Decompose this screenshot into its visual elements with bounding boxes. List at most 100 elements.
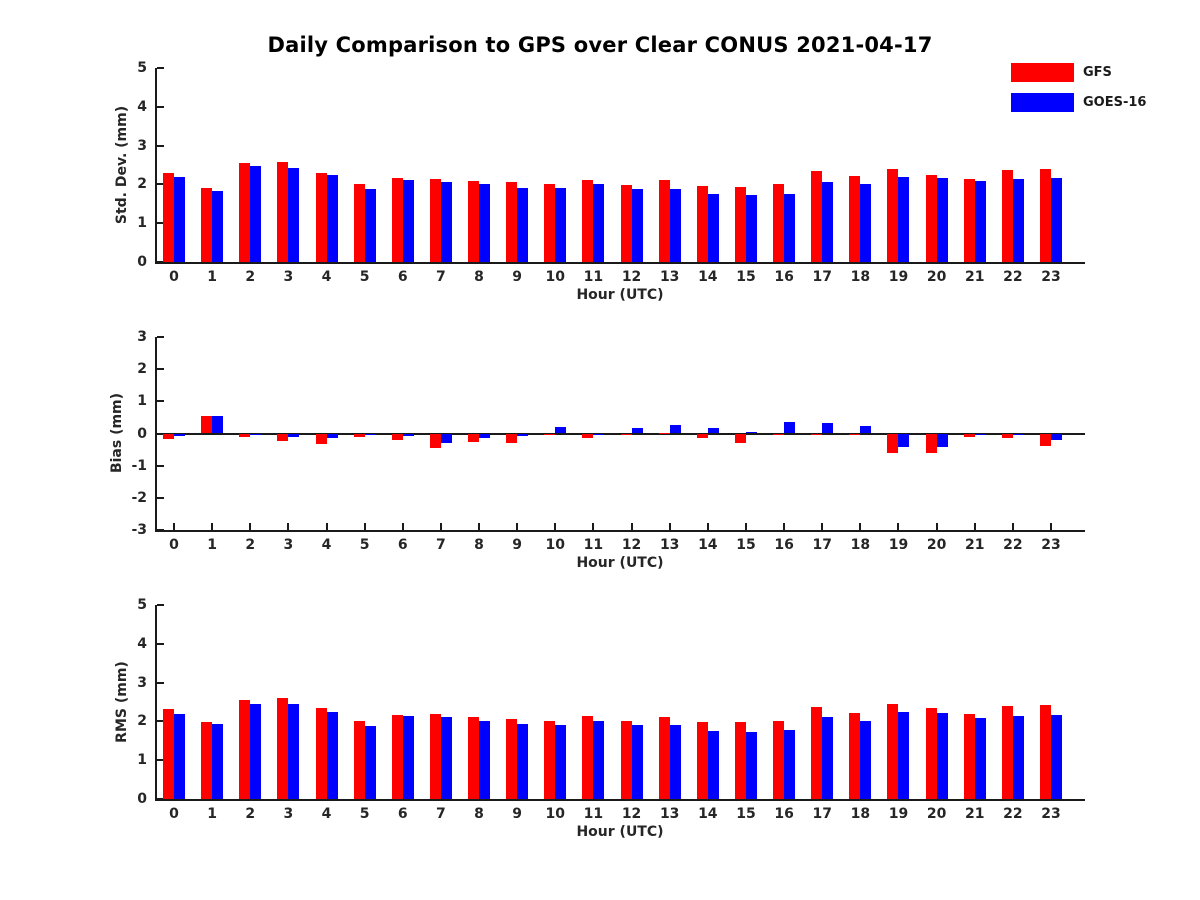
legend-swatch-goes16 [1011,93,1074,112]
bar-gfs-hour-22 [1001,169,1013,262]
bar-gfs-hour-6 [391,714,403,799]
bar-goes-16-hour-18 [860,426,872,434]
bar-gfs-hour-22 [1001,433,1013,439]
bar-gfs-hour-13 [658,432,670,434]
x-tick-label: 23 [1041,269,1061,285]
x-tick-label: 13 [659,269,680,285]
bar-goes-16-hour-6 [402,179,414,262]
bar-gfs-hour-15 [734,433,746,444]
x-tick [783,523,786,530]
bar-gfs-hour-20 [925,174,937,262]
y-tick [157,400,164,403]
bar-goes-16-hour-0 [174,713,185,799]
y-tick-label: 4 [137,98,147,115]
bar-goes-16-hour-21 [974,718,986,799]
y-axis-label-rms: RMS (mm) [114,661,130,743]
bar-gfs-hour-3 [277,161,289,262]
x-tick-label: 2 [245,806,256,822]
x-tick-label: 8 [474,806,484,822]
x-tick-label: 22 [1003,269,1023,285]
x-axis-spine [155,799,1085,801]
x-tick-label: 2 [245,537,256,553]
bar-goes-16-hour-7 [440,433,452,443]
bar-gfs-hour-23 [1040,433,1051,446]
bar-goes-16-hour-21 [974,180,986,262]
bar-goes-16-hour-13 [669,424,681,434]
bar-gfs-hour-20 [925,433,937,453]
bar-gfs-hour-4 [315,172,327,262]
y-tick-label: 3 [137,329,147,345]
y-tick [157,222,164,225]
x-tick-label: 7 [436,269,446,285]
y-tick [157,759,164,762]
bar-gfs-hour-2 [239,163,251,262]
bar-gfs-hour-17 [811,706,823,799]
bar-goes-16-hour-10 [555,188,567,262]
bar-goes-16-hour-15 [745,732,757,799]
bar-goes-16-hour-18 [860,184,872,262]
y-tick [157,261,164,263]
bar-goes-16-hour-1 [212,190,224,262]
bar-gfs-hour-18 [849,433,861,436]
bar-goes-16-hour-23 [1051,433,1062,440]
bar-gfs-hour-1 [201,415,213,434]
bar-goes-16-hour-2 [250,703,262,799]
bar-goes-16-hour-10 [555,725,567,799]
legend-label-goes16: GOES-16 [1083,95,1147,110]
x-tick [401,523,404,530]
bar-gfs-hour-15 [734,722,746,799]
bar-goes-16-hour-1 [212,724,224,799]
y-tick [157,720,164,723]
bar-gfs-hour-2 [239,700,251,799]
x-tick-label: 4 [321,537,332,553]
x-tick-label: 18 [850,806,871,822]
bar-goes-16-hour-3 [288,704,300,799]
x-tick [859,523,862,530]
y-tick-label: 2 [137,361,147,378]
bar-gfs-hour-21 [963,433,975,437]
bar-gfs-hour-10 [544,433,556,435]
x-tick [668,523,671,530]
x-tick [706,523,709,530]
x-tick-label: 14 [698,806,718,822]
bar-gfs-hour-5 [353,721,365,799]
bar-gfs-hour-0 [163,708,174,799]
x-tick-label: 19 [888,806,909,822]
y-tick-label: 1 [137,393,147,410]
x-tick-label: 17 [812,537,832,553]
bar-gfs-hour-8 [468,180,480,262]
x-tick-label: 7 [436,806,446,822]
x-tick-label: 1 [207,269,217,285]
x-tick-label: 0 [169,537,179,553]
y-tick-label: 4 [137,635,147,652]
bar-gfs-hour-16 [773,433,785,435]
bar-gfs-hour-7 [429,178,441,262]
x-tick-label: 16 [774,806,794,822]
y-tick-label: 5 [137,60,147,76]
bar-gfs-hour-21 [963,178,975,262]
bar-gfs-hour-9 [506,182,518,262]
bar-gfs-hour-8 [468,433,480,442]
x-tick [935,523,938,530]
x-tick-label: 8 [474,269,484,285]
x-tick-label: 17 [812,806,832,822]
x-tick [897,523,900,530]
y-tick [157,144,164,147]
x-tick-label: 15 [736,537,756,553]
x-tick-label: 1 [207,537,217,553]
x-tick-label: 10 [545,269,566,285]
bar-goes-16-hour-19 [898,433,910,447]
bar-goes-16-hour-2 [250,433,262,435]
bar-goes-16-hour-10 [555,427,567,434]
y-tick-label: 0 [137,791,147,807]
bar-goes-16-hour-6 [402,716,414,799]
bar-goes-16-hour-13 [669,188,681,262]
bar-gfs-hour-0 [163,172,174,262]
bar-goes-16-hour-0 [174,176,185,262]
bar-goes-16-hour-4 [326,433,338,438]
bar-gfs-hour-12 [620,433,632,435]
bar-goes-16-hour-2 [250,165,262,262]
bar-gfs-hour-11 [582,179,594,262]
y-axis-spine [155,337,157,532]
